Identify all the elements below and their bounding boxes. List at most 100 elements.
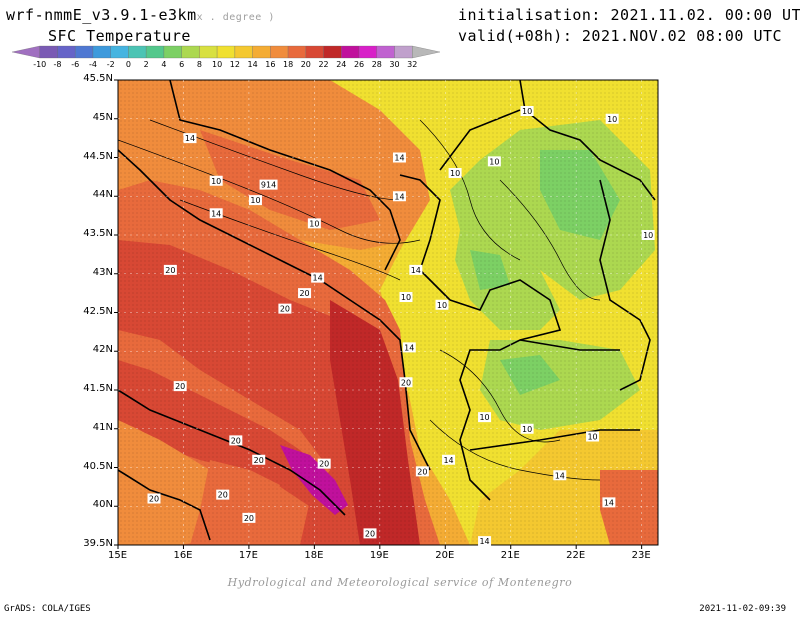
- contour-label: 20: [165, 266, 175, 275]
- longitude-label: 23E: [631, 550, 651, 561]
- contour-label-box: [229, 435, 243, 446]
- longitude-label: 17E: [238, 550, 258, 561]
- longitude-label: 20E: [435, 550, 455, 561]
- contour-label: 10: [522, 425, 532, 434]
- latitude-label: 42.5N: [83, 305, 113, 317]
- contour-label-box: [641, 230, 655, 240]
- contour-label-box: [448, 168, 462, 178]
- contour-label: 10: [522, 107, 532, 116]
- longitude-label: 21E: [500, 550, 520, 561]
- colorbar-label: 4: [161, 60, 167, 69]
- contour-label-box: [409, 264, 423, 275]
- contour-label: 14: [479, 537, 489, 546]
- colorbar-label: 6: [179, 60, 185, 69]
- colorbar-label: 14: [247, 60, 258, 69]
- contour-label: 20: [299, 289, 309, 298]
- contour-label-box: [173, 381, 187, 392]
- latitude-label: 40.5N: [83, 460, 113, 472]
- contour-label-box: [209, 208, 223, 219]
- colorbar-label: -8: [53, 60, 62, 69]
- contour-label: 20: [231, 436, 241, 445]
- contour-label-box: [602, 497, 616, 508]
- contour-label-box: [307, 218, 321, 229]
- colorbar-label: 26: [353, 60, 365, 69]
- colorbar-label: -6: [71, 60, 80, 69]
- contour-label: 20: [365, 529, 375, 538]
- latitude-label: 44N: [92, 189, 113, 201]
- colorbar-label: -2: [106, 60, 115, 69]
- credit-line: Hydrological and Meteorological service …: [227, 576, 573, 589]
- colorbar-label: 0: [125, 60, 131, 69]
- contour-label: 10: [250, 196, 260, 205]
- latitude-label: 44.5N: [83, 150, 113, 162]
- contour-label: 10: [587, 433, 597, 442]
- contour-label: 14: [555, 471, 565, 480]
- colorbar-label: 20: [300, 60, 311, 69]
- temperature-colorbar: [11, 45, 441, 59]
- colorbar-label: 16: [265, 60, 276, 69]
- colorbar-label: 28: [371, 60, 382, 69]
- contour-label: 10: [643, 231, 653, 240]
- colorbar-label: -10: [33, 60, 47, 69]
- latitude-label: 41.5N: [83, 383, 113, 394]
- contour-label: 10: [450, 169, 460, 178]
- contour-label: 20: [149, 495, 159, 504]
- contour-label: 14: [211, 209, 221, 218]
- contour-label-box: [317, 458, 331, 469]
- contour-label: 10: [437, 301, 447, 310]
- contour-label-box: [553, 470, 567, 481]
- timestamp-label: 2021-11-02-09:39: [699, 604, 786, 614]
- contour-label-box: [259, 179, 278, 190]
- contour-label: 14: [394, 192, 404, 201]
- colorbar-label: 8: [196, 60, 202, 69]
- contour-label-box: [392, 152, 406, 163]
- contour-label: 14: [443, 456, 453, 465]
- contour-label: 10: [309, 219, 319, 228]
- contour-label: 20: [401, 378, 411, 387]
- model-title-suffix: x . degree ): [196, 12, 275, 23]
- contour-label: 10: [211, 177, 221, 186]
- contour-label-box: [248, 195, 262, 206]
- contour-label-box: [442, 454, 456, 465]
- contour-label: 20: [280, 305, 290, 314]
- latitude-label: 39.5N: [83, 538, 113, 549]
- contour-label-box: [216, 489, 230, 500]
- contour-label-box: [402, 342, 416, 353]
- colorbar-label: 24: [336, 60, 347, 69]
- colorbar-label: 30: [389, 60, 400, 69]
- latitude-label: 43N: [92, 266, 113, 278]
- grads-label: GrADS: COLA/IGES: [4, 604, 91, 614]
- latitude-label: 45.5N: [83, 73, 113, 84]
- contour-label: 914: [261, 181, 276, 190]
- contour-label-box: [311, 272, 325, 283]
- longitude-label: 19E: [369, 550, 389, 561]
- colorbar-label: 32: [407, 60, 418, 69]
- contour-label: 10: [479, 413, 489, 422]
- contour-label-box: [183, 133, 197, 144]
- contour-label: 10: [607, 115, 617, 124]
- graticule: [114, 79, 658, 549]
- contour-label-box: [147, 493, 161, 504]
- latitude-label: 43.5N: [83, 228, 113, 239]
- contour-label: 14: [394, 154, 404, 163]
- colorbar-label: -4: [88, 60, 97, 69]
- contour-label: 20: [175, 382, 185, 391]
- contour-label-box: [520, 106, 534, 116]
- contour-label: 14: [404, 343, 414, 352]
- colorbar-label: 22: [318, 60, 329, 69]
- valid-time: valid(+08h): 2021.NOV.02 08:00 UTC: [458, 27, 783, 45]
- contour-label: 10: [489, 157, 499, 166]
- contour-label: 20: [319, 460, 329, 469]
- contour-label-box: [399, 377, 413, 388]
- contour-label-box: [363, 528, 377, 539]
- model-title: wrf-nmmE_v3.9.1-e3kmx . degree ): [6, 6, 275, 24]
- contour-label-box: [520, 423, 534, 434]
- contour-label-box: [478, 536, 492, 547]
- contour-label: 20: [254, 456, 264, 465]
- latitude-label: 45N: [92, 111, 113, 123]
- contour-label-box: [399, 292, 413, 302]
- contour-label: 10: [401, 293, 411, 302]
- contour-label-box: [163, 264, 177, 275]
- contour-label-box: [586, 431, 600, 442]
